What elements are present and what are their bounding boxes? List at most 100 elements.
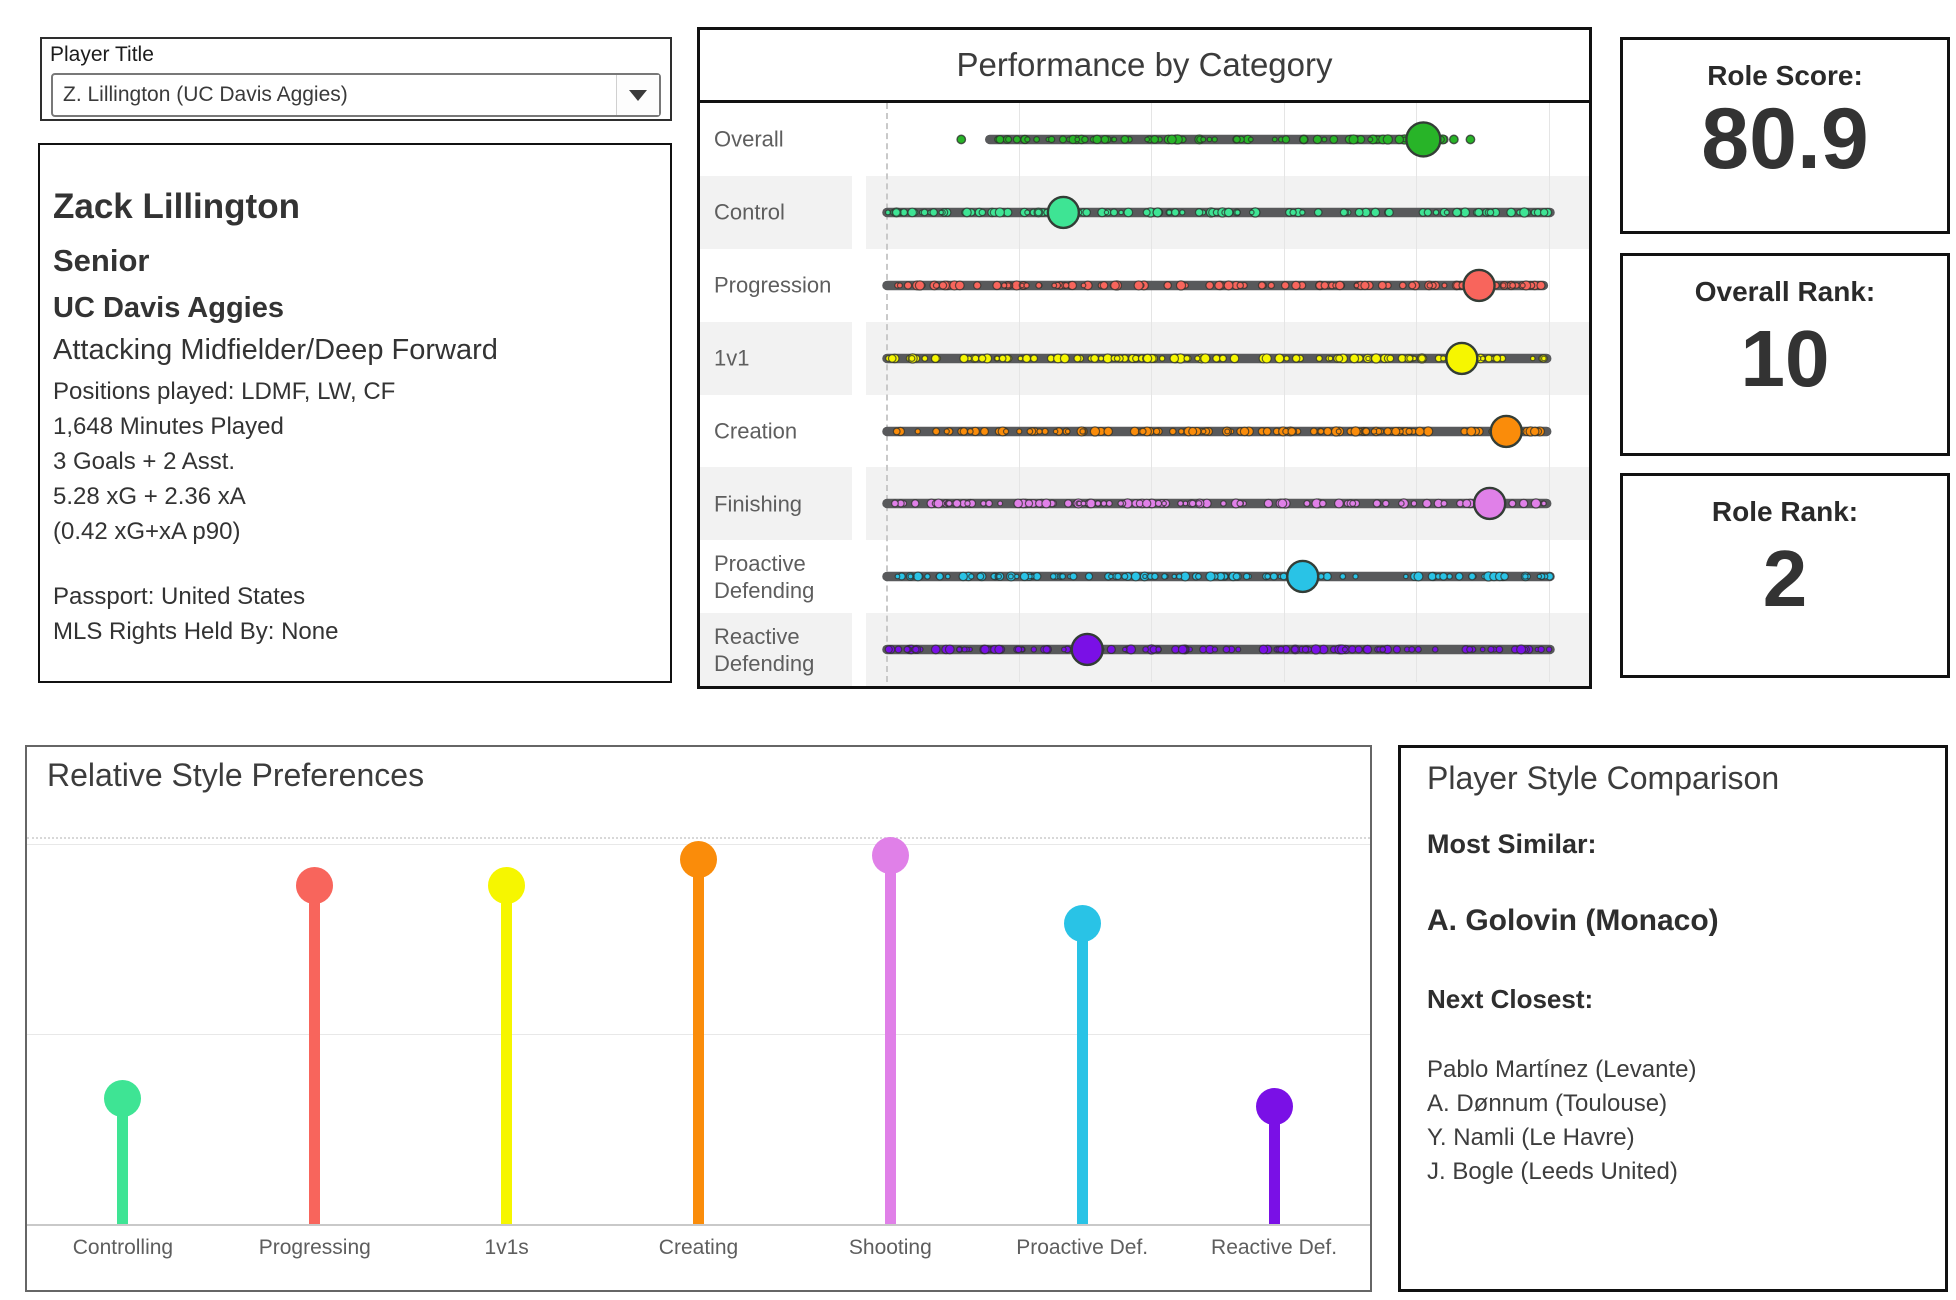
category-label: Creating: [658, 1236, 739, 1259]
chevron-down-icon: [629, 89, 647, 101]
player-xg-xa: 5.28 xG + 2.36 xA: [53, 483, 246, 510]
overall-rank-label: Overall Rank:: [1694, 276, 1876, 307]
player-xg-xa-p90: (0.42 xG+xA p90): [53, 518, 241, 545]
lollipop-head[interactable]: [488, 867, 526, 905]
gridline: [1283, 103, 1285, 682]
row-stripe: [700, 175, 852, 249]
performance-row: Reactive Defending: [700, 613, 1589, 686]
lollipop-head[interactable]: [680, 840, 717, 878]
overall-rank-value: 10: [1740, 314, 1830, 403]
distribution-strip: [882, 414, 1552, 448]
gridline: [27, 1224, 1370, 1226]
gridline: [1549, 103, 1550, 682]
player-positions: Positions played: LDMF, LW, CF: [53, 378, 396, 405]
gridline: [27, 837, 1370, 839]
performance-row: Proactive Defending: [700, 540, 1589, 613]
player-value-dot[interactable]: [1445, 341, 1479, 375]
player-role: Attacking Midfielder/Deep Forward: [53, 334, 498, 366]
player-value-dot[interactable]: [1472, 487, 1507, 521]
performance-row-label: Control: [714, 199, 785, 225]
lollipop-stem: [693, 859, 704, 1224]
performance-row: Control: [700, 175, 1589, 249]
distribution-strip: [882, 632, 1555, 667]
player-selector-label: Player Title: [50, 43, 154, 66]
dropdown-button[interactable]: [616, 75, 659, 115]
performance-row: 1v1: [700, 321, 1589, 395]
next-closest-label: Next Closest:: [1427, 984, 1594, 1014]
player-name: Zack Lillington: [53, 187, 300, 226]
player-selector-panel: Player Title Z. Lillington (UC Davis Agg…: [40, 37, 672, 121]
role-score-value: 80.9: [1701, 91, 1869, 187]
lollipop-stem: [1268, 1106, 1280, 1224]
distribution-strip: [882, 487, 1552, 521]
category-label: Progressing: [258, 1236, 371, 1259]
gridline: [1151, 103, 1153, 682]
zero-axis-dashline: [886, 103, 888, 682]
player-goals-assists: 3 Goals + 2 Asst.: [53, 448, 236, 475]
role-rank-card: Role Rank: 2: [1620, 473, 1950, 678]
distribution-strip: [882, 559, 1555, 594]
performance-row-label: Creation: [714, 418, 798, 444]
category-label: Shooting: [848, 1236, 932, 1259]
performance-row-label: Proactive Defending: [714, 550, 815, 603]
lollipop-head[interactable]: [871, 836, 909, 874]
performance-row-label: Finishing: [714, 491, 803, 517]
player-team: UC Davis Aggies: [53, 292, 284, 324]
row-stripe: [700, 321, 852, 395]
row-stripe: [700, 467, 852, 541]
role-rank-label: Role Rank:: [1711, 496, 1859, 527]
lollipop-stem: [309, 885, 321, 1224]
overall-rank-card: Overall Rank: 10: [1620, 253, 1950, 456]
player-minutes: 1,648 Minutes Played: [53, 413, 284, 440]
category-label: Proactive Def.: [1016, 1236, 1149, 1259]
distribution-strip: [882, 268, 1549, 302]
gridline: [1018, 103, 1020, 682]
performance-row: Creation: [700, 395, 1589, 468]
player-combobox-value: Z. Lillington (UC Davis Aggies): [63, 83, 348, 106]
performance-row-label: Progression: [714, 272, 832, 298]
category-label: Reactive Def.: [1211, 1236, 1338, 1259]
lollipop-head[interactable]: [1063, 905, 1101, 943]
performance-row-label: Overall: [714, 126, 784, 152]
player-value-dot[interactable]: [1405, 121, 1442, 158]
performance-row-label: 1v1: [714, 345, 750, 371]
next-closest-player: A. Dønnum (Toulouse): [1427, 1090, 1668, 1117]
distribution-strip: [956, 121, 1476, 158]
most-similar-player: A. Golovin (Monaco): [1427, 904, 1719, 937]
next-closest-player: Y. Namli (Le Havre): [1427, 1124, 1635, 1151]
lollipop-head[interactable]: [1255, 1087, 1293, 1125]
distribution-strip: [882, 341, 1552, 375]
player-combobox[interactable]: Z. Lillington (UC Davis Aggies): [51, 73, 661, 117]
next-closest-player: Pablo Martínez (Levante): [1427, 1056, 1697, 1083]
player-class-year: Senior: [53, 243, 150, 278]
performance-row: Finishing: [700, 467, 1589, 541]
performance-row: Overall: [700, 103, 1589, 176]
lollipop-stem: [1076, 923, 1088, 1224]
lollipop-stem: [117, 1098, 129, 1224]
next-closest-player: J. Bogle (Leeds United): [1427, 1158, 1678, 1185]
player-passport: Passport: United States: [53, 583, 306, 610]
style-preferences-panel: Relative Style Preferences Controlling Pr…: [25, 745, 1372, 1292]
performance-row: Progression: [700, 249, 1589, 322]
performance-row-label: Reactive Defending: [714, 623, 815, 676]
category-label: 1v1s: [484, 1236, 529, 1259]
player-value-dot[interactable]: [1286, 559, 1320, 594]
gridline: [1416, 103, 1418, 682]
category-label: Controlling: [72, 1236, 174, 1259]
lollipop-stem: [884, 855, 896, 1224]
style-comparison-title: Player Style Comparison: [1427, 760, 1780, 796]
lollipop-stem: [501, 885, 513, 1224]
player-value-dot[interactable]: [1046, 195, 1081, 230]
player-value-dot[interactable]: [1070, 632, 1104, 667]
player-value-dot[interactable]: [1489, 414, 1523, 448]
player-info-panel: Zack Lillington Senior UC Davis Aggies A…: [38, 143, 672, 683]
player-mls-rights: MLS Rights Held By: None: [53, 618, 339, 645]
row-stripe: [700, 613, 852, 686]
lollipop-head[interactable]: [296, 867, 334, 905]
style-comparison-panel: Player Style Comparison Most Similar: A.…: [1398, 745, 1948, 1292]
role-score-label: Role Score:: [1707, 60, 1863, 91]
lollipop-head[interactable]: [104, 1080, 142, 1118]
performance-chart: Overall Control Progression 1v1 Creation Fini…: [700, 103, 1589, 686]
role-score-card: Role Score: 80.9: [1620, 37, 1950, 234]
player-value-dot[interactable]: [1462, 268, 1496, 302]
